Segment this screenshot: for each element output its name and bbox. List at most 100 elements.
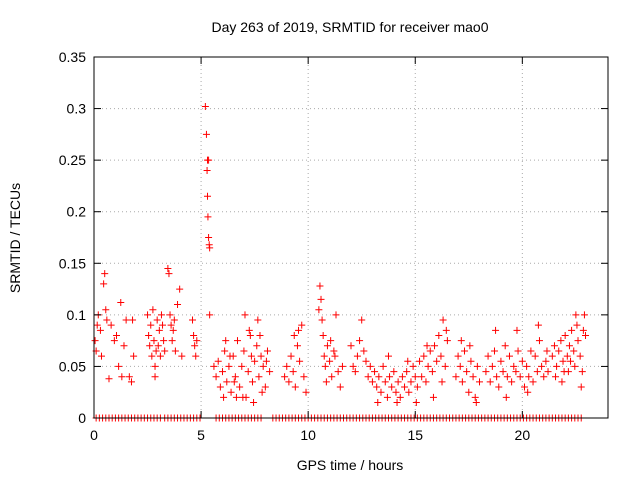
data-point [219,368,226,376]
data-point [247,352,255,360]
data-point [110,337,118,345]
data-point [413,383,421,391]
data-point [150,337,158,345]
data-point [151,373,159,381]
data-point [381,378,389,386]
data-point [579,326,587,334]
data-point [262,357,270,365]
data-point [513,326,521,334]
data-point [205,234,213,241]
x-tick-label: 0 [90,427,98,443]
data-point [100,280,108,288]
data-point [568,326,576,334]
data-point [463,368,471,376]
data-point [567,357,575,365]
y-axis-label: SRMTID / TECUs [7,183,23,293]
grid-lines [94,57,608,418]
data-point [146,342,154,350]
data-point [240,347,248,355]
data-point [103,316,111,324]
data-point [438,378,446,386]
data-point [250,399,258,407]
data-point [239,393,247,401]
data-point [499,368,507,376]
data-point [424,362,432,370]
data-point [321,362,329,370]
data-point [117,298,125,306]
data-point [248,378,256,386]
data-point [227,388,235,396]
data-point [206,244,214,252]
data-point [476,378,483,386]
data-point [223,378,231,386]
data-points [91,103,590,422]
data-point [266,368,274,376]
data-point [190,331,198,339]
data-point [377,388,385,396]
data-point [93,321,101,329]
y-tick-label: 0.15 [59,255,86,271]
data-point [557,337,565,345]
data-point [255,373,263,381]
y-tick-label: 0.35 [59,49,86,65]
data-point [405,388,413,396]
data-point [253,342,261,350]
plot-frame [93,56,609,419]
data-point [368,378,376,386]
data-point [520,383,528,391]
data-point [327,337,335,345]
data-point [122,316,130,324]
data-point [411,373,419,381]
data-point [257,352,265,360]
data-point [230,378,238,386]
data-point [527,347,535,355]
data-point [318,316,326,324]
data-point [144,311,152,319]
data-point [373,383,381,391]
data-point [514,347,522,355]
data-point [152,347,160,355]
data-point [154,342,162,350]
data-point [401,383,409,391]
data-point [254,316,262,324]
data-point [295,326,303,334]
data-point [540,373,548,381]
data-point [555,347,563,355]
data-point [115,362,123,370]
data-point [565,342,573,350]
data-point [543,347,551,355]
data-point [516,373,524,381]
x-tick-label: 10 [300,427,316,443]
data-point [388,383,396,391]
data-point [246,331,254,339]
data-point [101,270,109,278]
data-point [542,357,550,365]
data-point [291,383,299,391]
data-point [525,373,533,381]
data-point [497,357,505,365]
data-point [220,393,228,401]
data-point [148,352,156,360]
data-point [105,375,113,383]
data-point [433,357,441,365]
data-point [473,362,481,370]
data-point [458,378,466,386]
data-point [544,368,552,376]
data-point [168,337,176,345]
data-point [216,383,224,391]
data-point [531,352,539,360]
x-axis-ticks: 0 5 10 15 20 [90,57,530,443]
data-point [203,166,211,174]
data-point [484,352,492,360]
data-point [457,337,465,345]
data-point [533,368,541,376]
data-point [125,373,133,381]
data-point [518,357,526,365]
data-point [102,306,110,314]
data-point [548,352,556,360]
data-point [524,388,532,396]
data-point [332,311,340,319]
data-point [296,357,304,365]
data-point [362,357,370,365]
data-point [422,378,430,386]
